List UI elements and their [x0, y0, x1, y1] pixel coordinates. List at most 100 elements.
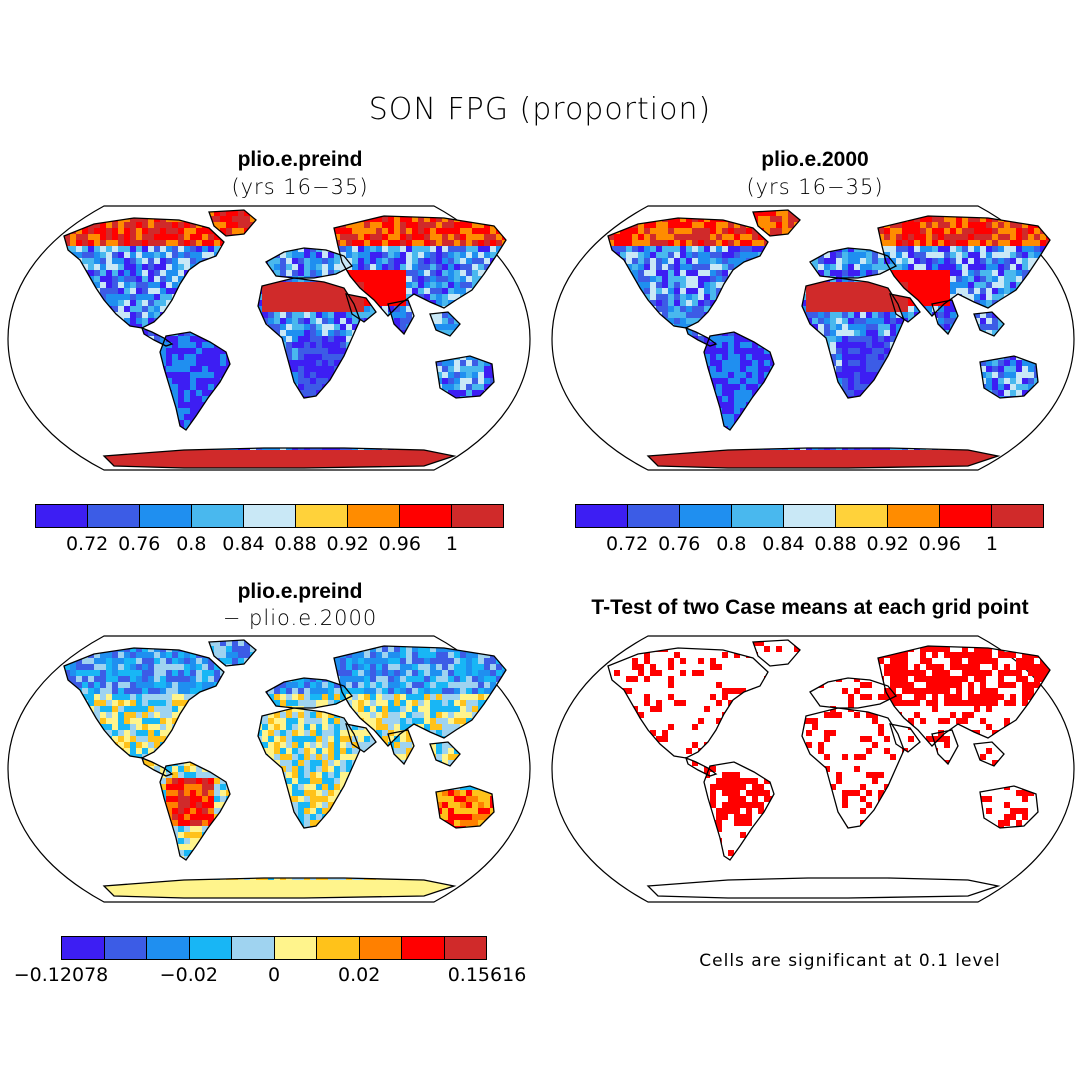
- grid-cell: [172, 246, 178, 252]
- grid-cell: [478, 210, 484, 216]
- grid-cell: [448, 324, 454, 330]
- grid-cell: [520, 240, 526, 246]
- grid-cell: [124, 276, 130, 282]
- grid-cell: [202, 456, 208, 462]
- grid-cell: [578, 222, 584, 228]
- grid-cell: [466, 450, 472, 456]
- grid-cell: [1076, 252, 1078, 258]
- grid-cell: [520, 468, 526, 474]
- grid-cell: [394, 288, 400, 294]
- grid-cell: [64, 468, 70, 474]
- grid-cell: [412, 240, 418, 246]
- grid-cell: [40, 216, 46, 222]
- grid-cell: [160, 258, 166, 264]
- grid-cell: [466, 246, 472, 252]
- grid-cell: [740, 234, 746, 240]
- grid-cell: [508, 246, 514, 252]
- grid-cell: [4, 468, 10, 474]
- grid-cell: [178, 348, 184, 354]
- grid-cell: [890, 228, 896, 234]
- grid-cell: [184, 342, 190, 348]
- grid-cell: [334, 234, 340, 240]
- grid-cell: [722, 246, 728, 252]
- grid-cell: [1076, 246, 1078, 252]
- grid-cell: [436, 360, 442, 366]
- grid-cell: [46, 234, 52, 240]
- grid-cell: [262, 306, 268, 312]
- grid-cell: [292, 324, 298, 330]
- grid-cell: [166, 456, 172, 462]
- grid-cell: [1004, 234, 1010, 240]
- grid-cell: [608, 204, 614, 210]
- grid-cell: [172, 276, 178, 282]
- grid-cell: [280, 288, 286, 294]
- grid-cell: [448, 366, 454, 372]
- grid-cell: [130, 288, 136, 294]
- grid-cell: [196, 360, 202, 366]
- grid-cell: [722, 258, 728, 264]
- grid-cell: [896, 252, 902, 258]
- grid-cell: [382, 216, 388, 222]
- grid-cell: [956, 234, 962, 240]
- grid-cell: [292, 360, 298, 366]
- grid-cell: [572, 246, 578, 252]
- grid-cell: [656, 258, 662, 264]
- grid-cell: [412, 228, 418, 234]
- grid-cell: [442, 468, 448, 474]
- grid-cell: [830, 264, 836, 270]
- grid-cell: [310, 366, 316, 372]
- grid-cell: [160, 276, 166, 282]
- grid-cell: [394, 252, 400, 258]
- grid-cell: [394, 276, 400, 282]
- grid-cell: [46, 456, 52, 462]
- grid-cell: [64, 210, 70, 216]
- grid-cell: [136, 216, 142, 222]
- grid-cell: [358, 234, 364, 240]
- grid-cell: [292, 450, 298, 456]
- grid-cell: [388, 462, 394, 468]
- grid-cell: [532, 420, 534, 426]
- grid-cell: [430, 294, 436, 300]
- grid-cell: [4, 276, 10, 282]
- grid-cell: [148, 312, 154, 318]
- grid-cell: [430, 222, 436, 228]
- grid-cell: [286, 252, 292, 258]
- grid-cell: [1004, 228, 1010, 234]
- grid-cell: [346, 318, 352, 324]
- grid-cell: [454, 276, 460, 282]
- grid-cell: [388, 294, 394, 300]
- grid-cell: [424, 450, 430, 456]
- grid-cell: [208, 450, 214, 456]
- grid-cell: [478, 462, 484, 468]
- grid-cell: [388, 270, 394, 276]
- grid-cell: [310, 372, 316, 378]
- grid-cell: [46, 438, 52, 444]
- grid-cell: [884, 264, 890, 270]
- grid-cell: [184, 378, 190, 384]
- grid-cell: [406, 264, 412, 270]
- grid-cell: [740, 228, 746, 234]
- grid-cell: [118, 282, 124, 288]
- grid-cell: [190, 414, 196, 420]
- grid-cell: [926, 258, 932, 264]
- grid-cell: [566, 252, 572, 258]
- grid-cell: [376, 288, 382, 294]
- grid-cell: [454, 210, 460, 216]
- grid-cell: [668, 252, 674, 258]
- grid-cell: [382, 222, 388, 228]
- grid-cell: [1058, 222, 1064, 228]
- grid-cell: [10, 420, 16, 426]
- grid-cell: [722, 222, 728, 228]
- grid-cell: [424, 234, 430, 240]
- grid-cell: [466, 234, 472, 240]
- grid-cell: [998, 246, 1004, 252]
- grid-cell: [106, 246, 112, 252]
- grid-cell: [520, 276, 526, 282]
- grid-cell: [238, 210, 244, 216]
- grid-cell: [340, 450, 346, 456]
- grid-cell: [1052, 216, 1058, 222]
- grid-cell: [76, 234, 82, 240]
- grid-cell: [28, 432, 34, 438]
- grid-cell: [304, 342, 310, 348]
- grid-cell: [310, 294, 316, 300]
